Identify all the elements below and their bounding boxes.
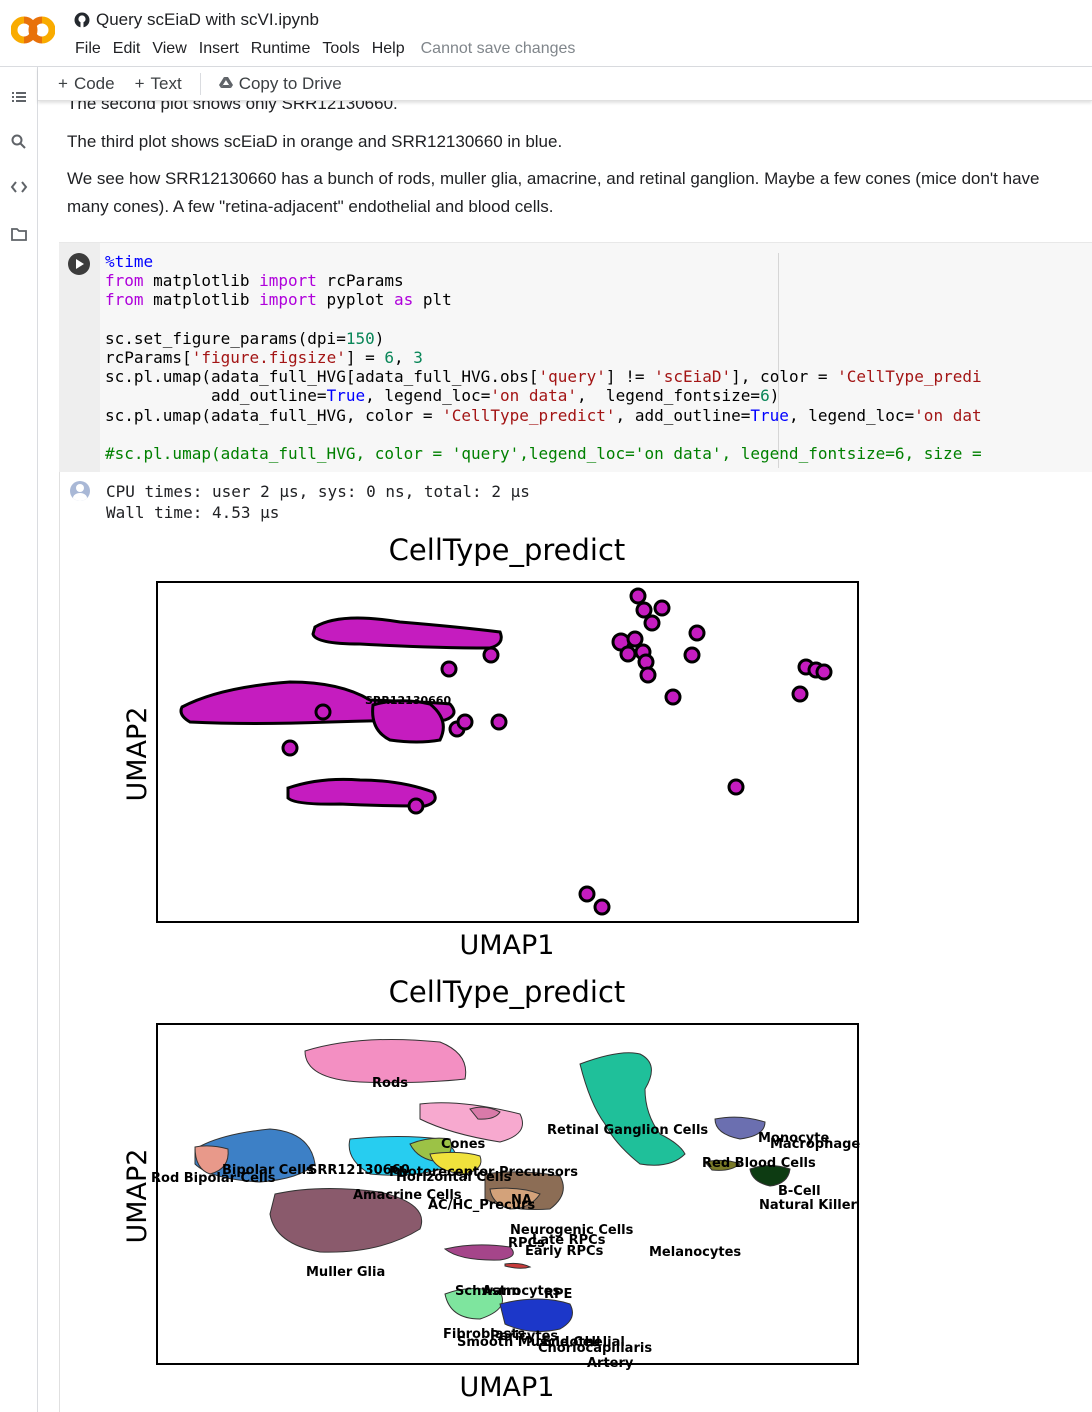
code-snippets-icon[interactable] — [9, 177, 29, 197]
cell-output: CPU times: user 2 µs, sys: 0 ns, total: … — [59, 472, 1092, 1412]
menu-bar: File Edit View Insert Runtime Tools Help… — [69, 40, 581, 58]
label-pericytes: Pericytes — [490, 1329, 558, 1344]
plot1-title: CellType_predict — [389, 533, 626, 567]
header-bar: Query scEiaD with scVI.ipynb File Edit V… — [0, 0, 1092, 67]
label-retinal-ganglion: Retinal Ganglion Cells — [547, 1123, 708, 1138]
copy-to-drive-label: Copy to Drive — [238, 73, 342, 93]
plus-icon: + — [134, 73, 145, 93]
label-late-rpcs: Late RPCs — [532, 1233, 606, 1248]
stdout-line-wall: Wall time: 4.53 µs — [106, 503, 280, 522]
notebook-title[interactable]: Query scEiaD with scVI.ipynb — [74, 10, 319, 30]
code-cell[interactable]: %time from matplotlib import rcParams fr… — [59, 242, 1092, 473]
label-melanocytes: Melanocytes — [649, 1245, 741, 1260]
label-endothelial: Endothelial — [542, 1335, 625, 1350]
label-monocyte: Monocyte — [758, 1131, 829, 1146]
label-macrophage: Macrophage — [770, 1137, 860, 1152]
drive-icon — [218, 77, 233, 88]
stdout-text: CPU times: user 2 µs, sys: 0 ns, total: … — [106, 481, 530, 523]
markdown-line-second-plot: The second plot shows only SRR12130660. — [67, 100, 398, 113]
markdown-para-line1: We see how SRR12130660 has a bunch of ro… — [67, 169, 1040, 188]
files-icon[interactable] — [9, 224, 29, 244]
notebook-toolbar: + Code + Text Copy to Drive — [38, 67, 1092, 101]
label-smooth-muscle: Smooth Muscle Cell — [457, 1335, 600, 1350]
label-horizontal-cells: Horizontal Cells — [396, 1170, 512, 1185]
label-schwann: Schwann — [455, 1284, 521, 1299]
label-rods: Rods — [372, 1076, 408, 1091]
search-icon[interactable] — [9, 132, 29, 152]
label-natural-killer: Natural Killer — [759, 1198, 858, 1213]
plot2-clusters — [194, 1038, 791, 1333]
label-ac-hc-precurs: AC/HC_Precurs — [428, 1198, 535, 1213]
label-bipolar-cells: Bipolar Cells — [222, 1163, 314, 1178]
label-b-cell: B-Cell — [778, 1184, 821, 1199]
label-red-blood-cells: Red Blood Cells — [702, 1156, 816, 1171]
plot1-axes — [156, 581, 859, 923]
label-early-rpcs: Early RPCs — [525, 1244, 604, 1259]
code-editor[interactable]: %time from matplotlib import rcParams fr… — [105, 252, 982, 464]
plot1-ylabel: UMAP2 — [122, 707, 153, 802]
menu-view[interactable]: View — [152, 40, 187, 57]
github-icon — [74, 12, 90, 28]
copy-to-drive-button[interactable]: Copy to Drive — [209, 74, 352, 94]
umap-plot-celltype: CellType_predict UMAP1 UMAP2 — [122, 975, 860, 1403]
add-code-label: Code — [73, 73, 115, 93]
add-code-button[interactable]: + Code — [48, 74, 125, 94]
plot1-label-srr: SRR12130660 — [365, 694, 451, 707]
plot2-xlabel: UMAP1 — [460, 1372, 555, 1403]
markdown-para-line2: many cones). A few "retina-adjacent" end… — [67, 197, 554, 216]
plot2-cluster-labels: Rods Retinal Ganglion Cells Monocyte Mac… — [151, 1076, 860, 1371]
code-ruler — [778, 253, 779, 468]
label-rpcs: RPCs — [508, 1236, 545, 1251]
plus-icon: + — [58, 73, 68, 93]
markdown-line-third-plot: The third plot shows scEiaD in orange an… — [67, 132, 563, 151]
menu-runtime[interactable]: Runtime — [250, 40, 311, 57]
menu-insert[interactable]: Insert — [198, 40, 239, 57]
label-amacrine: Amacrine Cells — [353, 1188, 462, 1203]
label-astrocytes: Astrocytes — [482, 1284, 561, 1299]
menu-help[interactable]: Help — [371, 40, 405, 57]
menu-edit[interactable]: Edit — [112, 40, 141, 57]
umap-plot-query: CellType_predict UMAP1 UMAP2 SRR121 — [122, 533, 859, 961]
label-choriocapillaris: Choriocapillaris — [538, 1341, 652, 1356]
toolbar-divider — [199, 72, 201, 95]
left-sidebar — [0, 67, 38, 1412]
label-fibroblasts: Fibroblasts — [443, 1327, 525, 1342]
label-photoreceptor-precursors: Photoreceptor Precursors — [389, 1165, 578, 1180]
label-rpe: RPE — [544, 1287, 572, 1302]
plot2-ylabel: UMAP2 — [122, 1149, 153, 1244]
add-text-button[interactable]: + Text — [125, 74, 192, 94]
label-muller-glia: Muller Glia — [306, 1265, 385, 1280]
plot1-points — [179, 587, 833, 916]
label-artery: Artery — [587, 1356, 634, 1371]
menu-file[interactable]: File — [75, 40, 101, 57]
plot2-title: CellType_predict — [389, 975, 626, 1009]
label-na: NA — [511, 1193, 532, 1208]
notebook-content: The second plot shows only SRR12130660. … — [38, 100, 1092, 1412]
output-user-icon[interactable] — [70, 481, 90, 501]
run-cell-button[interactable] — [68, 253, 90, 275]
label-srr: SRR12130660 — [308, 1163, 410, 1178]
colab-logo-icon[interactable] — [11, 14, 55, 46]
stdout-line-cpu: CPU times: user 2 µs, sys: 0 ns, total: … — [106, 482, 530, 501]
label-neurogenic: Neurogenic Cells — [510, 1223, 634, 1238]
label-cones: Cones — [441, 1137, 486, 1152]
notebook-title-text: Query scEiaD with scVI.ipynb — [96, 10, 319, 29]
label-rod-bipolar: Rod Bipolar Cells — [151, 1171, 276, 1186]
plot1-xlabel: UMAP1 — [460, 930, 555, 961]
save-status[interactable]: Cannot save changes — [420, 40, 576, 57]
table-of-contents-icon[interactable] — [9, 87, 29, 107]
menu-tools[interactable]: Tools — [322, 40, 360, 57]
cell-gutter — [59, 243, 100, 473]
add-text-label: Text — [150, 73, 182, 93]
